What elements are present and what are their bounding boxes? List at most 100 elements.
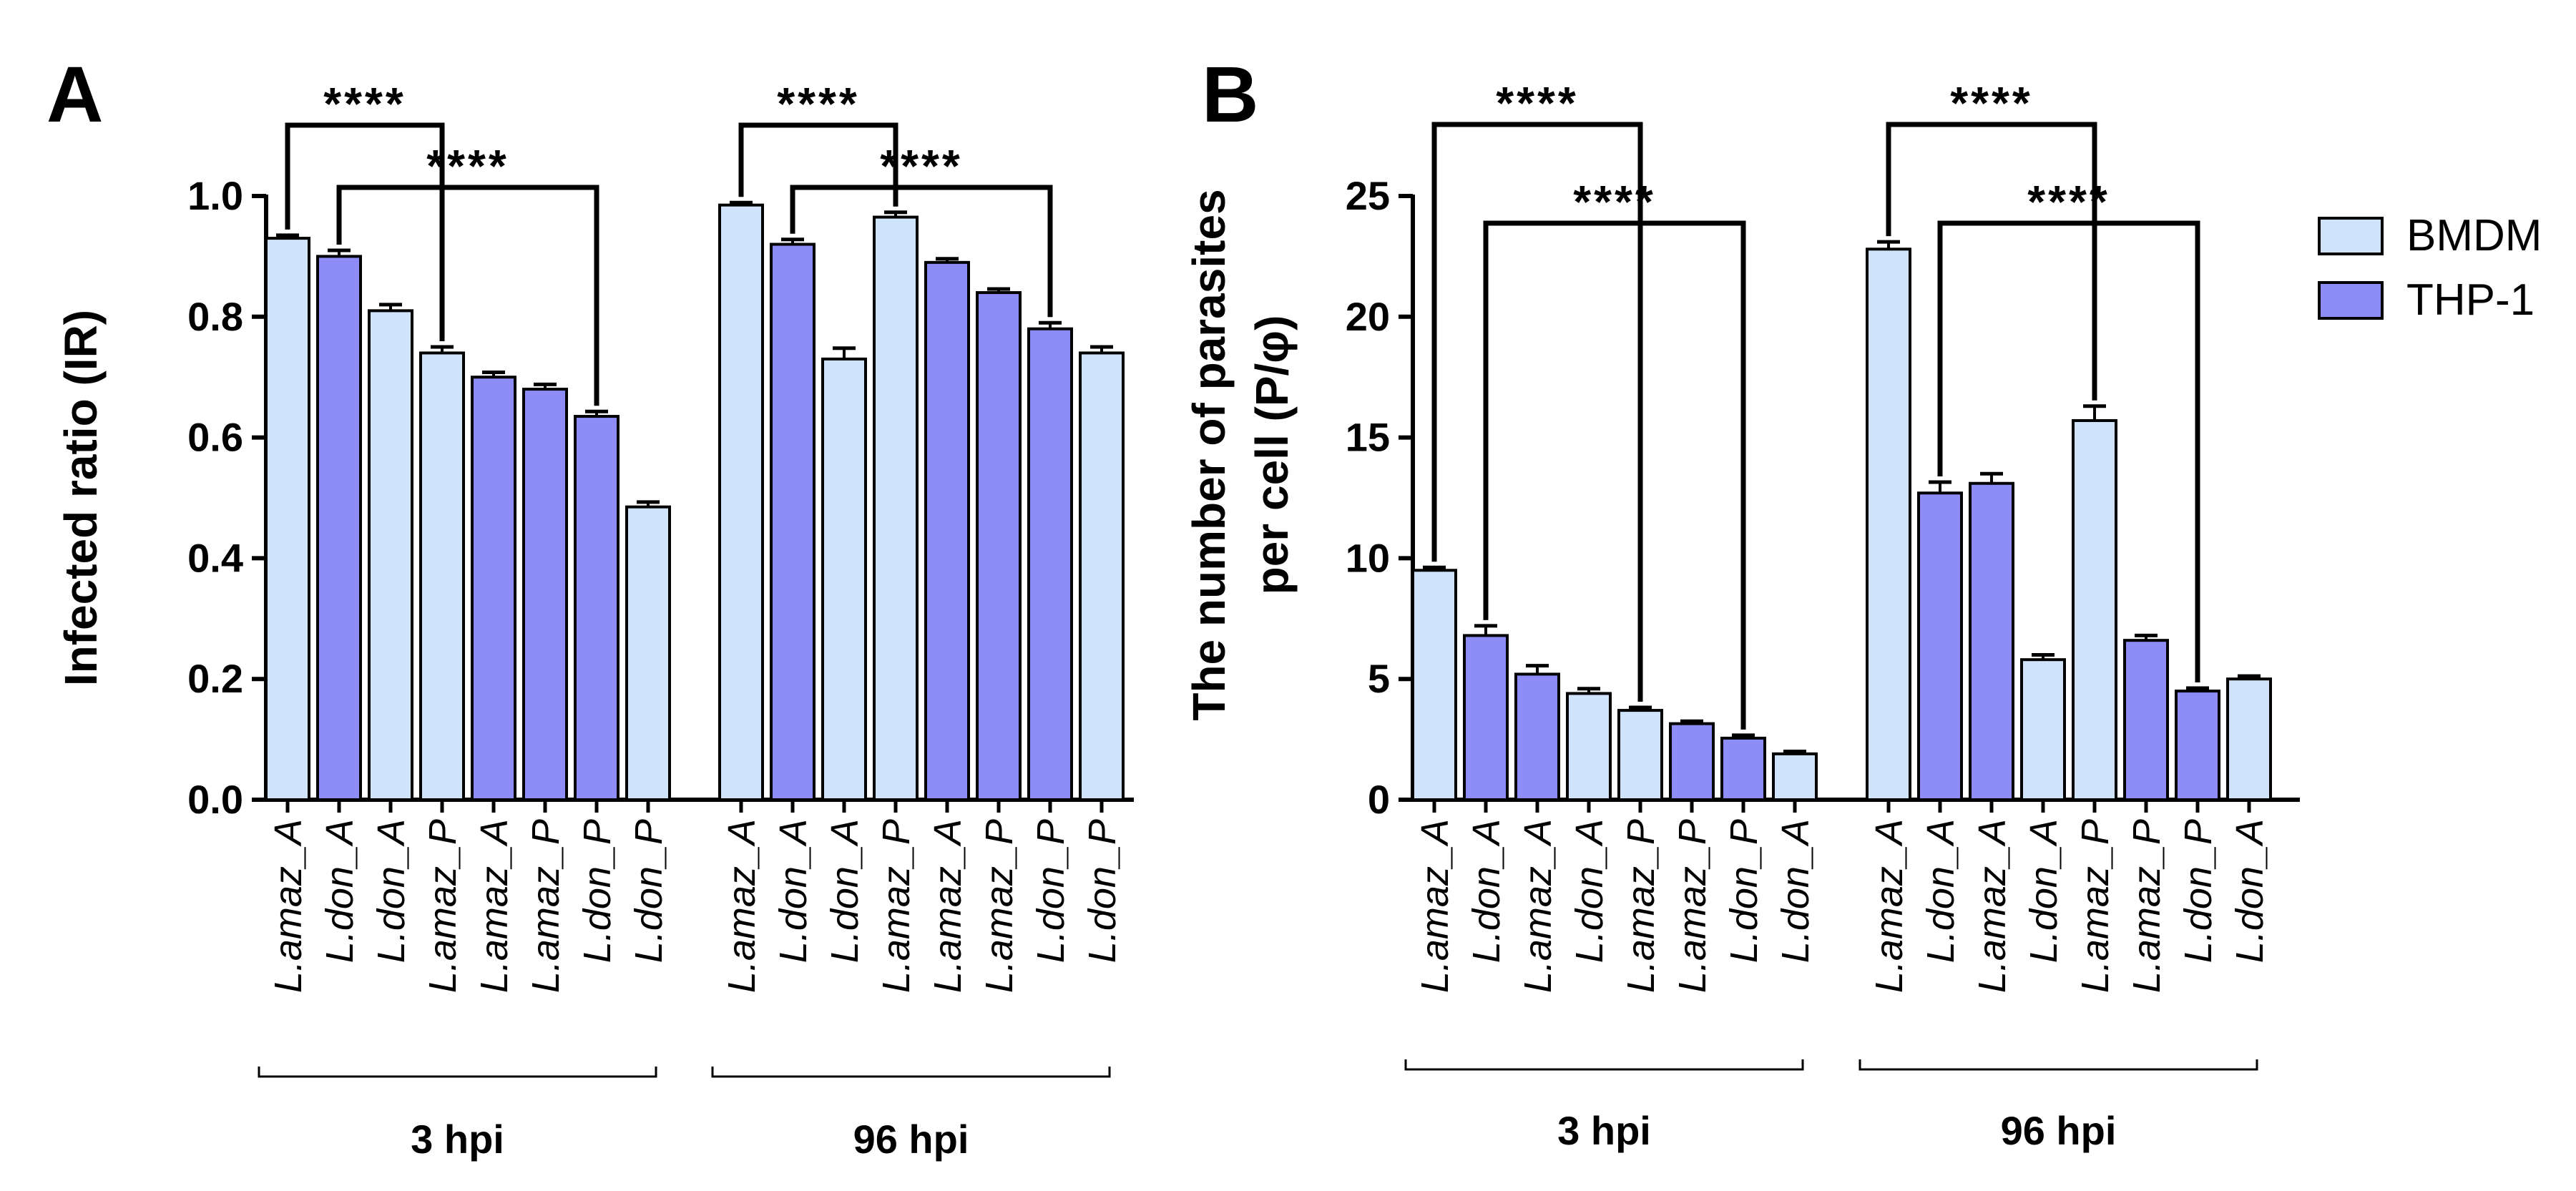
significance-bracket [738, 122, 898, 207]
group-label: 96 hpi [853, 1117, 969, 1162]
y-tick-label: 0.8 [187, 294, 243, 339]
y-axis-title-line-2: per cell (P/φ) [1246, 315, 1298, 595]
significance-bracket [285, 122, 445, 341]
y-tick-label: 1.0 [187, 173, 243, 218]
x-category-label: L.don_A [370, 819, 413, 963]
bar [522, 388, 568, 801]
x-category-label: L.amaz_P [1671, 819, 1714, 993]
significance-bracket [336, 185, 599, 406]
x-category-label: L.don_A [1465, 819, 1508, 963]
x-category-label: L.don_P [1723, 819, 1766, 963]
x-category-label: L.amaz_P [978, 819, 1021, 993]
legend: BMDM THP-1 [2318, 211, 2542, 325]
y-tick-label: 25 [1346, 173, 1390, 218]
x-category-label: L.amaz_P [1620, 819, 1662, 993]
x-category-label: L.amaz_P [875, 819, 918, 993]
group-bracket [711, 1067, 1111, 1078]
bar [419, 351, 465, 801]
bar [625, 505, 671, 801]
x-category-label: L.don_A [772, 819, 815, 963]
significance-label: **** [1950, 77, 2033, 129]
bar [873, 215, 919, 802]
significance-bracket [1431, 122, 1643, 702]
x-category-label: L.amaz_P [2125, 819, 2168, 993]
x-category-label: L.don_P [2177, 819, 2220, 963]
y-axis-title: Infected ratio (IR) [55, 310, 107, 686]
significance-label: **** [1496, 77, 1579, 129]
panel-b: B The number of parasites per cell (P/φ) 0 5… [1183, 51, 2300, 1153]
group-label: 96 hpi [2001, 1108, 2117, 1153]
x-category-label: L.don_P [1081, 819, 1124, 963]
significance-label: **** [880, 140, 963, 192]
y-tick-label: 0.0 [187, 777, 243, 822]
x-category-label: L.amaz_A [720, 819, 763, 993]
bar [1917, 491, 1963, 801]
bar [1463, 634, 1509, 801]
group-label: 3 hpi [1557, 1108, 1651, 1153]
x-category-label: L.don_A [1774, 819, 1817, 963]
x-category-label: L.don_A [823, 819, 866, 963]
significance-bracket [1937, 220, 2200, 683]
group-bracket [258, 1067, 657, 1078]
significance-bracket [790, 185, 1053, 318]
panel-b-letter: B [1202, 51, 1258, 139]
x-category-label: L.don_A [318, 819, 361, 963]
bar [1669, 722, 1715, 802]
bar [574, 415, 619, 801]
x-category-label: L.don_A [1568, 819, 1611, 963]
panel-a-letter: A [46, 51, 103, 139]
significance-label: **** [2027, 176, 2110, 227]
legend-swatch-thp1 [2318, 281, 2384, 320]
bar [976, 291, 1022, 802]
bar [2226, 677, 2272, 802]
group-label: 3 hpi [411, 1117, 504, 1162]
bar [1969, 481, 2014, 802]
x-category-label: L.amaz_A [1517, 819, 1559, 993]
significance-label: **** [1573, 176, 1656, 227]
legend-label-thp1: THP-1 [2406, 275, 2535, 325]
bar [1079, 351, 1125, 801]
x-category-label: L.amaz_A [267, 819, 310, 993]
significance-label: **** [426, 140, 509, 192]
panel-a: A Infected ratio (IR) 0.0 0.2 0.4 0.6 0.8 1.0 L.… [46, 51, 1134, 1162]
x-category-label: L.don_P [576, 819, 619, 963]
bar [718, 203, 764, 802]
x-category-label: L.amaz_A [1414, 819, 1456, 993]
bar [1566, 692, 1612, 801]
significance-label: **** [323, 78, 406, 129]
x-category-label: L.amaz_A [926, 819, 969, 993]
y-tick-label: 0 [1368, 777, 1390, 822]
significance-label: **** [777, 78, 860, 129]
x-category-label: L.don_A [2228, 819, 2271, 963]
x-category-label: L.amaz_A [1868, 819, 1911, 993]
bar [1866, 247, 1911, 802]
y-tick-label: 5 [1368, 656, 1390, 701]
x-category-label: L.amaz_A [473, 819, 516, 993]
bar [1720, 736, 1766, 801]
bar [2020, 658, 2066, 802]
x-category-label: L.amaz_P [524, 819, 567, 993]
y-tick-label: 0.2 [187, 656, 243, 701]
bar [924, 260, 970, 801]
y-axis-title-line-1: The number of parasites [1183, 189, 1235, 720]
bar [265, 237, 310, 801]
bar [2175, 690, 2220, 802]
y-tick-label: 10 [1346, 535, 1390, 580]
x-category-label: L.amaz_P [421, 819, 464, 993]
significance-bracket [1886, 122, 2097, 401]
x-category-label: L.don_P [1029, 819, 1072, 963]
bar [770, 242, 816, 801]
group-bracket [1404, 1059, 1804, 1071]
bar [1027, 327, 1073, 801]
x-category-label: L.don_A [2022, 819, 2065, 963]
bar [1617, 709, 1663, 802]
legend-label-bmdm: BMDM [2406, 211, 2542, 260]
y-tick-label: 0.6 [187, 415, 243, 460]
bar [1514, 672, 1560, 801]
x-category-label: L.amaz_A [1971, 819, 2014, 993]
bar [316, 255, 362, 801]
bar [2072, 418, 2117, 801]
y-tick-label: 0.4 [187, 535, 243, 580]
bar [1411, 569, 1457, 802]
